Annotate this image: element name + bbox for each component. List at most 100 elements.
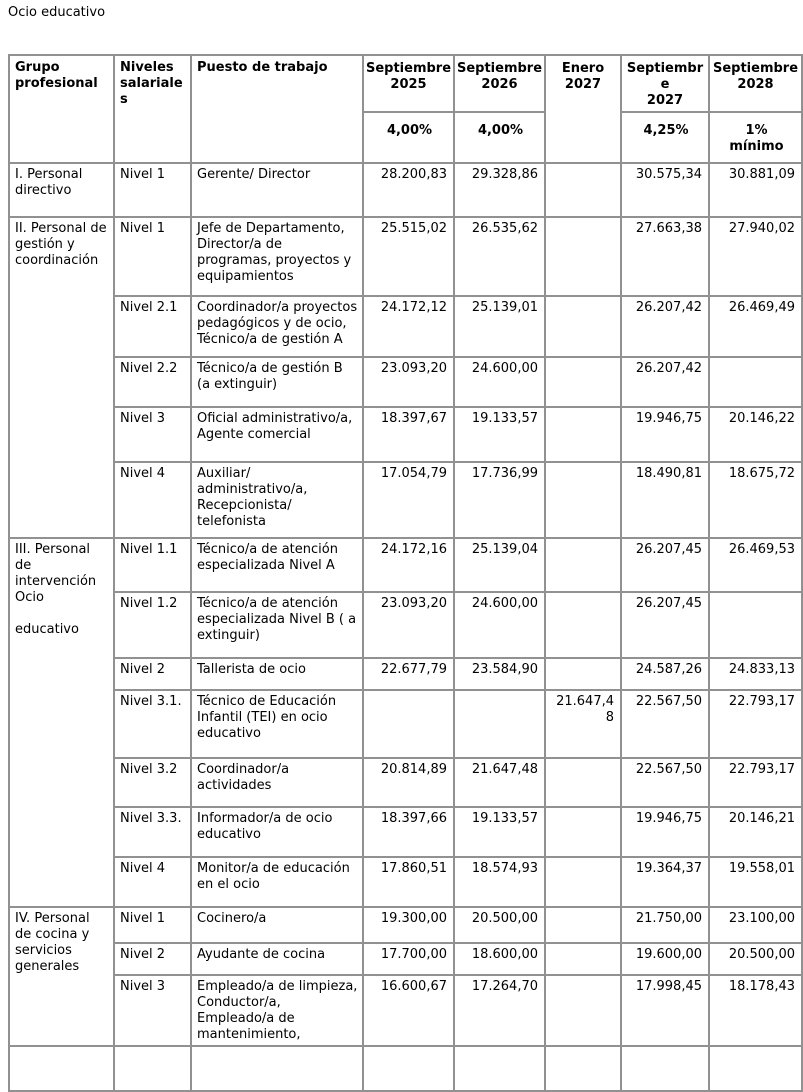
value-sep2028: 18.178,43 — [708, 974, 803, 1047]
table-row: Nivel 3 Empleado/a de limpieza, Conducto… — [9, 974, 803, 1047]
col-header-puesto: Puesto de trabajo — [190, 54, 364, 164]
table-row: Nivel 2 Tallerista de ocio 22.677,79 23.… — [9, 657, 803, 691]
col-header-sep2025: Septiembre 2025 — [362, 54, 455, 113]
value-ene2027 — [544, 406, 622, 463]
value-sep2025: 18.397,67 — [362, 406, 455, 463]
table-row: Nivel 2.1 Coordinador/a proyectos pedagó… — [9, 295, 803, 358]
value-sep2025: 28.200,83 — [362, 162, 455, 218]
table-row: II. Personal de gestión y coordinación N… — [8, 216, 803, 539]
group-cell: I. Personal directivo — [8, 162, 115, 218]
puesto-cell: Gerente/ Director — [190, 162, 364, 218]
value-sep2025: 17.054,79 — [362, 461, 455, 539]
table-row: Nivel 1.2 Técnico/a de atención especial… — [9, 591, 803, 659]
table-row: Nivel 3.1. Técnico de Educación Infantil… — [9, 689, 803, 759]
value-ene2027 — [544, 856, 622, 908]
puesto-cell: Jefe de Departamento, Director/a de prog… — [190, 216, 364, 297]
nivel-cell: Nivel 2.2 — [113, 356, 192, 408]
value-sep2027: 22.567,50 — [620, 689, 710, 759]
value-sep2027: 17.998,45 — [620, 974, 710, 1047]
value-sep2026: 20.500,00 — [453, 906, 546, 944]
value-ene2027 — [544, 806, 622, 858]
value-sep2025: 17.860,51 — [362, 856, 455, 908]
puesto-cell: Ayudante de cocina — [190, 942, 364, 976]
nivel-cell: Nivel 2 — [113, 942, 192, 976]
puesto-cell: Auxiliar/ administrativo/a, Recepcionist… — [190, 461, 364, 539]
value-sep2027: 19.946,75 — [620, 806, 710, 858]
subheader-row: 4,00% 4,00% 4,25% 1% mínimo — [9, 111, 803, 164]
puesto-cell: Informador/a de ocio educativo — [190, 806, 364, 858]
nivel-cell: Nivel 2 — [113, 657, 192, 691]
value-sep2026: 18.600,00 — [453, 942, 546, 976]
value-ene2027: 21.647,48 — [544, 689, 622, 759]
nivel-cell: Nivel 3.1. — [113, 689, 192, 759]
value-sep2027: 22.567,50 — [620, 757, 710, 808]
value-sep2025: 22.677,79 — [362, 657, 455, 691]
value-sep2026: 25.139,04 — [453, 537, 546, 593]
nivel-cell: Nivel 3 — [113, 974, 192, 1047]
table-row: Nivel 2 Ayudante de cocina 17.700,00 18.… — [9, 942, 803, 976]
value-sep2025: 23.093,20 — [362, 591, 455, 659]
value-sep2027: 26.207,42 — [620, 356, 710, 408]
pct-sep2027: 4,25% — [620, 111, 710, 164]
value-sep2026: 24.600,00 — [453, 356, 546, 408]
col-header-sep2027: Septiembre 2027 — [620, 54, 710, 113]
value-sep2025: 16.600,67 — [362, 974, 455, 1047]
group-cell: III. Personal de intervención Ocio educa… — [8, 537, 115, 908]
value-sep2028 — [708, 356, 803, 408]
pct-sep2026: 4,00% — [453, 111, 546, 164]
value-sep2025: 18.397,66 — [362, 806, 455, 858]
value-ene2027 — [544, 162, 622, 218]
value-sep2028: 18.675,72 — [708, 461, 803, 539]
value-sep2025: 23.093,20 — [362, 356, 455, 408]
value-sep2028: 26.469,49 — [708, 295, 803, 358]
value-ene2027 — [544, 591, 622, 659]
value-sep2026: 26.535,62 — [453, 216, 546, 297]
value-sep2028: 20.146,22 — [708, 406, 803, 463]
nivel-cell: Nivel 1 — [113, 906, 192, 944]
value-ene2027 — [544, 757, 622, 808]
value-sep2028: 20.500,00 — [708, 942, 803, 976]
value-sep2025: 20.814,89 — [362, 757, 455, 808]
pct-sep2025: 4,00% — [362, 111, 455, 164]
col-header-grupo: Grupo profesional — [8, 54, 115, 164]
value-sep2027: 27.663,38 — [620, 216, 710, 297]
value-sep2025 — [362, 689, 455, 759]
table-row: IV. Personal de cocina y servicios gener… — [8, 906, 803, 1047]
value-sep2026: 21.647,48 — [453, 757, 546, 808]
value-sep2028: 27.940,02 — [708, 216, 803, 297]
value-sep2028: 23.100,00 — [708, 906, 803, 944]
puesto-cell: Cocinero/a — [190, 906, 364, 944]
value-ene2027 — [544, 906, 622, 944]
nivel-cell: Nivel 3.2 — [113, 757, 192, 808]
value-sep2026: 17.264,70 — [453, 974, 546, 1047]
value-ene2027 — [544, 295, 622, 358]
nivel-cell: Nivel 1 — [113, 216, 192, 297]
value-ene2027 — [544, 537, 622, 593]
value-sep2028 — [708, 591, 803, 659]
puesto-cell: Monitor/a de educación en el ocio — [190, 856, 364, 908]
value-sep2028: 26.469,53 — [708, 537, 803, 593]
nivel-cell: Nivel 1.2 — [113, 591, 192, 659]
value-sep2026: 25.139,01 — [453, 295, 546, 358]
table-row: Nivel 3 Oficial administrativo/a, Agente… — [9, 406, 803, 463]
value-sep2027: 24.587,26 — [620, 657, 710, 691]
col-header-sep2026: Septiembre 2026 — [453, 54, 546, 113]
value-ene2027 — [544, 461, 622, 539]
value-sep2027: 19.600,00 — [620, 942, 710, 976]
puesto-cell: Técnico de Educación Infantil (TEI) en o… — [190, 689, 364, 759]
value-sep2028: 22.793,17 — [708, 689, 803, 759]
value-sep2025: 24.172,12 — [362, 295, 455, 358]
table-row: Nivel 3.3. Informador/a de ocio educativ… — [9, 806, 803, 858]
group-cell: II. Personal de gestión y coordinación — [8, 216, 115, 539]
value-ene2027 — [544, 942, 622, 976]
table-row: Nivel 4 Auxiliar/ administrativo/a, Rece… — [9, 461, 803, 539]
value-sep2026: 19.133,57 — [453, 406, 546, 463]
header-row: Grupo profesional Niveles salariales Pue… — [8, 54, 803, 164]
value-sep2028: 30.881,09 — [708, 162, 803, 218]
table-row: Nivel 2.2 Técnico/a de gestión B (a exti… — [9, 356, 803, 408]
puesto-cell: Oficial administrativo/a, Agente comerci… — [190, 406, 364, 463]
value-sep2026: 23.584,90 — [453, 657, 546, 691]
nivel-cell: Nivel 3 — [113, 406, 192, 463]
nivel-cell: Nivel 3.3. — [113, 806, 192, 858]
